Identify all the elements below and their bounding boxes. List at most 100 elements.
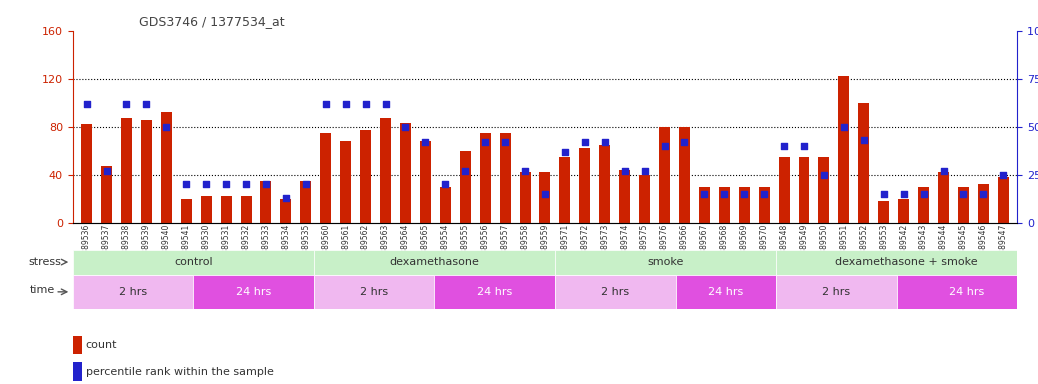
Text: 2 hrs: 2 hrs <box>822 287 850 297</box>
Point <box>497 139 514 145</box>
Text: time: time <box>29 285 55 295</box>
Point <box>417 139 434 145</box>
Bar <box>599 145 610 223</box>
Point <box>238 181 254 187</box>
Point <box>576 139 593 145</box>
Bar <box>200 196 212 223</box>
Bar <box>460 151 470 223</box>
Bar <box>699 187 710 223</box>
Bar <box>858 103 869 223</box>
Bar <box>161 112 172 223</box>
Bar <box>420 141 431 223</box>
Point <box>775 143 792 149</box>
Bar <box>776 275 897 309</box>
Bar <box>719 187 730 223</box>
Bar <box>555 250 776 275</box>
Bar <box>759 187 769 223</box>
Bar <box>261 181 272 223</box>
Bar <box>559 157 570 223</box>
Bar <box>241 196 251 223</box>
Point <box>377 101 393 107</box>
Bar <box>81 124 92 223</box>
Bar <box>839 76 849 223</box>
Bar <box>798 157 810 223</box>
Point <box>935 168 952 174</box>
Text: dexamethasone + smoke: dexamethasone + smoke <box>836 257 978 267</box>
Text: 2 hrs: 2 hrs <box>601 287 629 297</box>
Text: 24 hrs: 24 hrs <box>477 287 513 297</box>
Bar <box>313 275 435 309</box>
Bar <box>659 127 670 223</box>
Point <box>118 101 135 107</box>
Point <box>177 181 194 187</box>
Bar <box>555 275 676 309</box>
Bar <box>360 130 371 223</box>
Bar <box>918 187 929 223</box>
Bar <box>897 275 1037 309</box>
Bar <box>193 275 313 309</box>
Bar <box>739 187 749 223</box>
Bar <box>73 362 82 381</box>
Point <box>656 143 673 149</box>
Point <box>676 139 692 145</box>
Point <box>756 191 772 197</box>
Text: stress: stress <box>29 257 62 267</box>
Point <box>457 168 473 174</box>
Point <box>158 124 174 130</box>
Bar <box>540 172 550 223</box>
Point <box>855 137 872 143</box>
Text: dexamethasone: dexamethasone <box>389 257 480 267</box>
Bar <box>776 250 1037 275</box>
Point <box>736 191 753 197</box>
Bar <box>998 177 1009 223</box>
Bar <box>679 127 690 223</box>
Bar <box>778 157 790 223</box>
Bar <box>520 172 530 223</box>
Bar <box>73 250 313 275</box>
Point <box>318 101 334 107</box>
Bar <box>141 119 152 223</box>
Point <box>337 101 354 107</box>
Point <box>476 139 493 145</box>
Bar <box>221 196 231 223</box>
Text: GDS3746 / 1377534_at: GDS3746 / 1377534_at <box>139 15 284 28</box>
Bar <box>958 187 968 223</box>
Bar <box>978 184 989 223</box>
Point <box>816 172 832 178</box>
Bar <box>480 133 491 223</box>
Bar <box>579 148 591 223</box>
Point <box>617 168 633 174</box>
Bar <box>181 199 192 223</box>
Bar <box>639 175 650 223</box>
Bar <box>818 157 829 223</box>
Bar <box>620 170 630 223</box>
Point <box>357 101 374 107</box>
Point <box>78 101 94 107</box>
Bar <box>321 133 331 223</box>
Bar <box>73 275 193 309</box>
Text: control: control <box>174 257 213 267</box>
Point <box>836 124 852 130</box>
Bar <box>440 187 450 223</box>
Point <box>995 172 1012 178</box>
Text: 2 hrs: 2 hrs <box>360 287 388 297</box>
Point <box>257 181 274 187</box>
Text: percentile rank within the sample: percentile rank within the sample <box>86 367 273 377</box>
Bar <box>300 181 311 223</box>
Bar <box>340 141 351 223</box>
Point <box>597 139 613 145</box>
Point <box>298 181 315 187</box>
Point <box>99 168 115 174</box>
Point <box>975 191 991 197</box>
Point <box>537 191 553 197</box>
Bar <box>898 199 909 223</box>
Text: 24 hrs: 24 hrs <box>950 287 985 297</box>
Point <box>198 181 215 187</box>
Point <box>796 143 813 149</box>
Point <box>556 149 573 155</box>
Bar <box>878 201 890 223</box>
Point <box>277 195 294 201</box>
Text: 24 hrs: 24 hrs <box>708 287 743 297</box>
Point <box>437 181 454 187</box>
Bar <box>313 250 555 275</box>
